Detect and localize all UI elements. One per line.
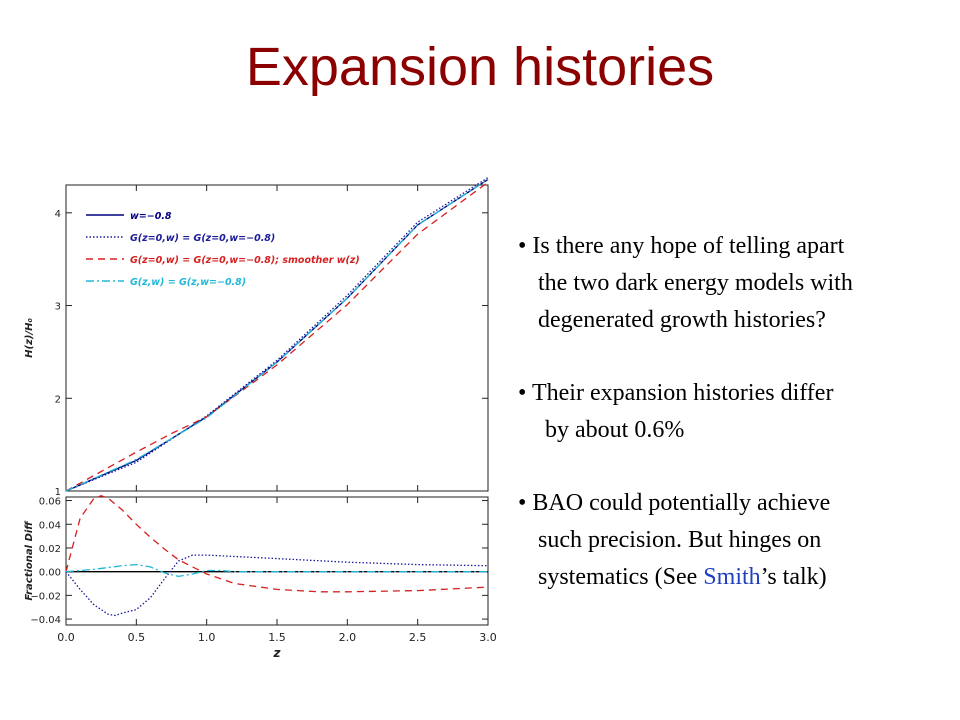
bullet-line: • Their expansion histories differ xyxy=(518,380,834,406)
plot-frame xyxy=(65,184,489,492)
y-axis-label: H(z)/H₀ xyxy=(24,318,35,358)
x-tick-label: 0.0 xyxy=(57,631,75,644)
y-tick-label: −0.04 xyxy=(30,615,61,626)
legend-label: w=−0.8 xyxy=(130,211,172,222)
bullet-text-tail: ’s talk) xyxy=(760,564,827,590)
legend-label: G(z=0,w) = G(z=0,w=−0.8); smoother w(z) xyxy=(130,255,360,266)
y-tick-label: −0.02 xyxy=(30,591,61,602)
x-tick-label: 0.5 xyxy=(128,631,146,644)
x-tick-label: 2.5 xyxy=(409,631,427,644)
series-line xyxy=(65,178,489,492)
x-axis-label: z xyxy=(273,646,282,660)
x-tick-label: 1.5 xyxy=(268,631,286,644)
bullet-item: • BAO could potentially achieve such pre… xyxy=(518,485,958,596)
series-line xyxy=(65,181,489,492)
y-tick-label: 2 xyxy=(55,394,61,405)
bullet-line: such precision. But hinges on xyxy=(538,527,822,553)
bullet-line: • Is there any hope of telling apart xyxy=(518,233,845,259)
bottom-panel: 0.0 0.5 1.0 1.5 2.0 2.5 3.0 z −0.04 −0.02 0.00 0.02… xyxy=(24,495,497,660)
smith-highlight: Smith xyxy=(703,564,761,590)
y-tick-label: 3 xyxy=(55,302,61,313)
x-tick-label: 1.0 xyxy=(198,631,216,644)
y-tick-label: 0.00 xyxy=(39,568,61,579)
top-panel: 1 2 3 4 H(z)/H₀ w=−0.8 G(z=0,w) = G(z=0,w=−0.8… xyxy=(24,177,489,498)
bullet-item: • Is there any hope of telling apart the… xyxy=(518,228,958,339)
bullet-line-with-link: systematics (See Smith’s talk) xyxy=(518,559,958,596)
y-tick-label: 1 xyxy=(55,487,61,498)
bullet-line: • BAO could potentially achieve xyxy=(518,490,831,516)
plot-frame xyxy=(65,496,489,626)
bullet-line: by about 0.6% xyxy=(545,417,685,443)
y-tick-label: 4 xyxy=(55,209,61,220)
series-line xyxy=(65,177,489,492)
legend-label: G(z=0,w) = G(z=0,w=−0.8) xyxy=(130,233,275,244)
series-line xyxy=(65,178,489,492)
expansion-figure: 1 2 3 4 H(z)/H₀ w=−0.8 G(z=0,w) = G(z=0,w=−0.8… xyxy=(24,177,497,660)
series-line xyxy=(65,563,488,578)
series-line xyxy=(65,554,489,617)
series-line xyxy=(65,495,489,593)
bullet-line: the two dark energy models with xyxy=(538,270,853,296)
y-tick-label: 0.02 xyxy=(39,544,61,555)
y-axis-label: Fractional Diff xyxy=(24,520,35,601)
y-tick-label: 0.04 xyxy=(39,520,61,531)
bullet-list: • Is there any hope of telling apart the… xyxy=(518,228,958,632)
y-tick-label: 0.06 xyxy=(39,497,61,508)
x-tick-label: 2.0 xyxy=(339,631,357,644)
slide-title: Expansion histories xyxy=(245,37,715,97)
x-tick-label: 3.0 xyxy=(479,631,497,644)
legend-label: G(z,w) = G(z,w=−0.8) xyxy=(130,277,246,288)
bullet-text: systematics (See xyxy=(538,564,704,590)
bullet-line: degenerated growth histories? xyxy=(538,307,826,333)
bullet-item: • Their expansion histories differ by ab… xyxy=(518,375,958,449)
